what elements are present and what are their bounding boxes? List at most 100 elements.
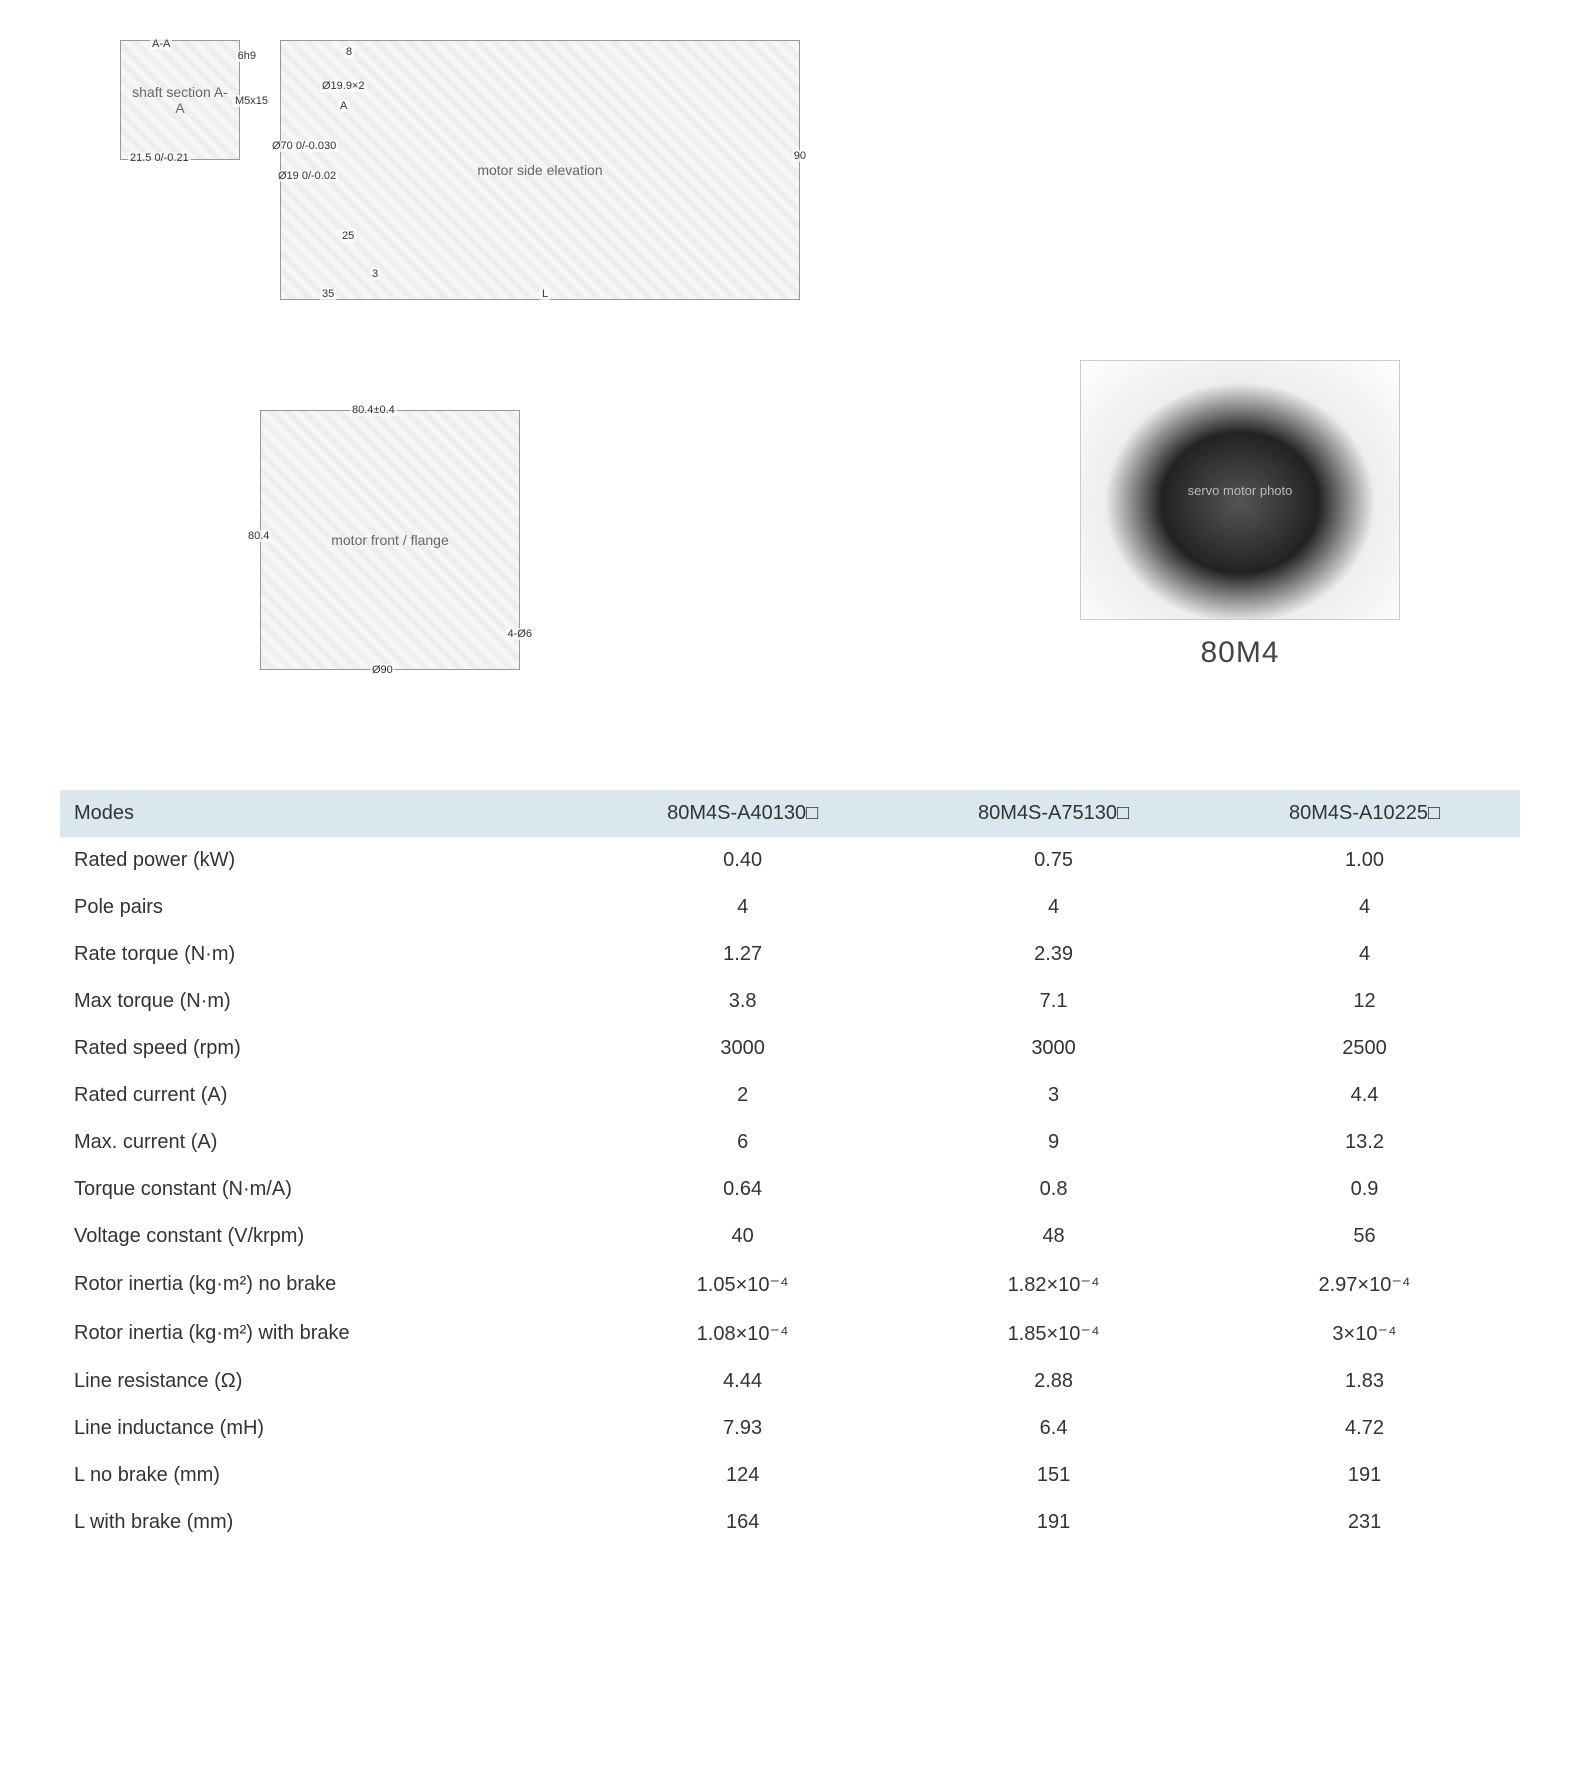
spec-cell: 164 (587, 1499, 898, 1546)
spec-cell: 3000 (898, 1025, 1209, 1072)
spec-cell: 13.2 (1209, 1119, 1520, 1166)
spec-cell: 7.1 (898, 978, 1209, 1025)
dim-label: 3 (370, 268, 380, 280)
spec-cell: 0.9 (1209, 1166, 1520, 1213)
spec-header-label: Modes (60, 790, 587, 837)
spec-row-label: Max torque (N·m) (60, 978, 587, 1025)
spec-cell: 1.82×10⁻⁴ (898, 1260, 1209, 1309)
table-row: Rated power (kW)0.400.751.00 (60, 837, 1520, 884)
spec-table-header-row: Modes 80M4S-A40130□ 80M4S-A75130□ 80M4S-… (60, 790, 1520, 837)
spec-cell: 1.08×10⁻⁴ (587, 1309, 898, 1358)
table-row: Rate torque (N·m)1.272.394 (60, 931, 1520, 978)
dim-label: L (540, 288, 550, 300)
dim-label: Ø19.9×2 (320, 80, 367, 92)
table-row: Max torque (N·m)3.87.112 (60, 978, 1520, 1025)
spec-cell: 2.97×10⁻⁴ (1209, 1260, 1520, 1309)
spec-cell: 12 (1209, 978, 1520, 1025)
spec-cell: 231 (1209, 1499, 1520, 1546)
table-row: Torque constant (N·m/A)0.640.80.9 (60, 1166, 1520, 1213)
dim-label: Ø19 0/-0.02 (276, 170, 338, 182)
dim-label: 21.5 0/-0.21 (128, 152, 191, 164)
spec-row-label: Max. current (A) (60, 1119, 587, 1166)
spec-row-label: Rotor inertia (kg·m²) with brake (60, 1309, 587, 1358)
spec-table-body: Rated power (kW)0.400.751.00Pole pairs44… (60, 837, 1520, 1546)
spec-cell: 3.8 (587, 978, 898, 1025)
diagram-row-top: shaft section A-A A-A 6h9 M5x15 21.5 0/-… (60, 40, 1520, 300)
table-row: Rated current (A)234.4 (60, 1072, 1520, 1119)
spec-row-label: Pole pairs (60, 884, 587, 931)
spec-cell: 191 (898, 1499, 1209, 1546)
dim-label: 6h9 (236, 50, 258, 62)
product-label: 80M4 (1080, 636, 1400, 670)
table-row: Line resistance (Ω)4.442.881.83 (60, 1358, 1520, 1405)
spec-cell: 1.83 (1209, 1358, 1520, 1405)
product-block: servo motor photo 80M4 (1080, 360, 1400, 670)
spec-cell: 7.93 (587, 1405, 898, 1452)
dim-label: 80.4 (246, 530, 271, 542)
table-row: Rotor inertia (kg·m²) with brake1.08×10⁻… (60, 1309, 1520, 1358)
diagram-section: shaft section A-A A-A 6h9 M5x15 21.5 0/-… (60, 40, 1520, 670)
table-row: Rotor inertia (kg·m²) no brake1.05×10⁻⁴1… (60, 1260, 1520, 1309)
spec-cell: 1.85×10⁻⁴ (898, 1309, 1209, 1358)
diagram-row-bottom: motor front / flange 80.4±0.4 80.4 4-Ø6 … (60, 360, 1520, 670)
spec-table-head: Modes 80M4S-A40130□ 80M4S-A75130□ 80M4S-… (60, 790, 1520, 837)
spec-cell: 0.64 (587, 1166, 898, 1213)
side-view-drawing: motor side elevation (280, 40, 800, 300)
spec-cell: 4.72 (1209, 1405, 1520, 1452)
dim-label: 90 (792, 150, 808, 162)
spec-header-col: 80M4S-A40130□ (587, 790, 898, 837)
spec-cell: 1.00 (1209, 837, 1520, 884)
table-row: L no brake (mm)124151191 (60, 1452, 1520, 1499)
spec-cell: 1.05×10⁻⁴ (587, 1260, 898, 1309)
shaft-section-drawing: shaft section A-A (120, 40, 240, 160)
spec-cell: 2 (587, 1072, 898, 1119)
spec-cell: 4.4 (1209, 1072, 1520, 1119)
spec-cell: 2.88 (898, 1358, 1209, 1405)
product-photo: servo motor photo (1080, 360, 1400, 620)
dim-label: Ø70 0/-0.030 (270, 140, 338, 152)
spec-row-label: Line resistance (Ω) (60, 1358, 587, 1405)
dim-label: 80.4±0.4 (350, 404, 397, 416)
spec-row-label: Voltage constant (V/krpm) (60, 1213, 587, 1260)
table-row: Voltage constant (V/krpm)404856 (60, 1213, 1520, 1260)
table-row: L with brake (mm)164191231 (60, 1499, 1520, 1546)
dim-label: 35 (320, 288, 336, 300)
spec-cell: 56 (1209, 1213, 1520, 1260)
spec-table: Modes 80M4S-A40130□ 80M4S-A75130□ 80M4S-… (60, 790, 1520, 1546)
spec-row-label: Rated power (kW) (60, 837, 587, 884)
spec-cell: 0.75 (898, 837, 1209, 884)
drawing-caption: shaft section A-A (129, 84, 231, 116)
spec-cell: 2500 (1209, 1025, 1520, 1072)
spec-cell: 4 (587, 884, 898, 931)
spec-row-label: L with brake (mm) (60, 1499, 587, 1546)
dim-label: A-A (150, 38, 172, 50)
spec-row-label: Rated current (A) (60, 1072, 587, 1119)
spec-cell: 3 (898, 1072, 1209, 1119)
spec-cell: 1.27 (587, 931, 898, 978)
spec-cell: 151 (898, 1452, 1209, 1499)
spec-cell: 3000 (587, 1025, 898, 1072)
dim-label: M5x15 (233, 95, 270, 107)
spec-cell: 4 (1209, 931, 1520, 978)
spec-cell: 124 (587, 1452, 898, 1499)
spec-cell: 191 (1209, 1452, 1520, 1499)
drawing-caption: motor front / flange (331, 532, 449, 548)
spec-row-label: Rated speed (rpm) (60, 1025, 587, 1072)
dim-label: 8 (344, 46, 354, 58)
table-row: Pole pairs444 (60, 884, 1520, 931)
dim-label: Ø90 (370, 664, 395, 676)
table-row: Max. current (A)6913.2 (60, 1119, 1520, 1166)
spec-row-label: L no brake (mm) (60, 1452, 587, 1499)
table-row: Line inductance (mH)7.936.44.72 (60, 1405, 1520, 1452)
spec-cell: 3×10⁻⁴ (1209, 1309, 1520, 1358)
spec-row-label: Rotor inertia (kg·m²) no brake (60, 1260, 587, 1309)
spec-header-col: 80M4S-A10225□ (1209, 790, 1520, 837)
dim-label: 4-Ø6 (506, 628, 534, 640)
front-view-drawing: motor front / flange (260, 410, 520, 670)
spec-cell: 4.44 (587, 1358, 898, 1405)
spec-cell: 48 (898, 1213, 1209, 1260)
spec-cell: 6 (587, 1119, 898, 1166)
table-row: Rated speed (rpm)300030002500 (60, 1025, 1520, 1072)
spec-cell: 40 (587, 1213, 898, 1260)
spec-cell: 4 (1209, 884, 1520, 931)
